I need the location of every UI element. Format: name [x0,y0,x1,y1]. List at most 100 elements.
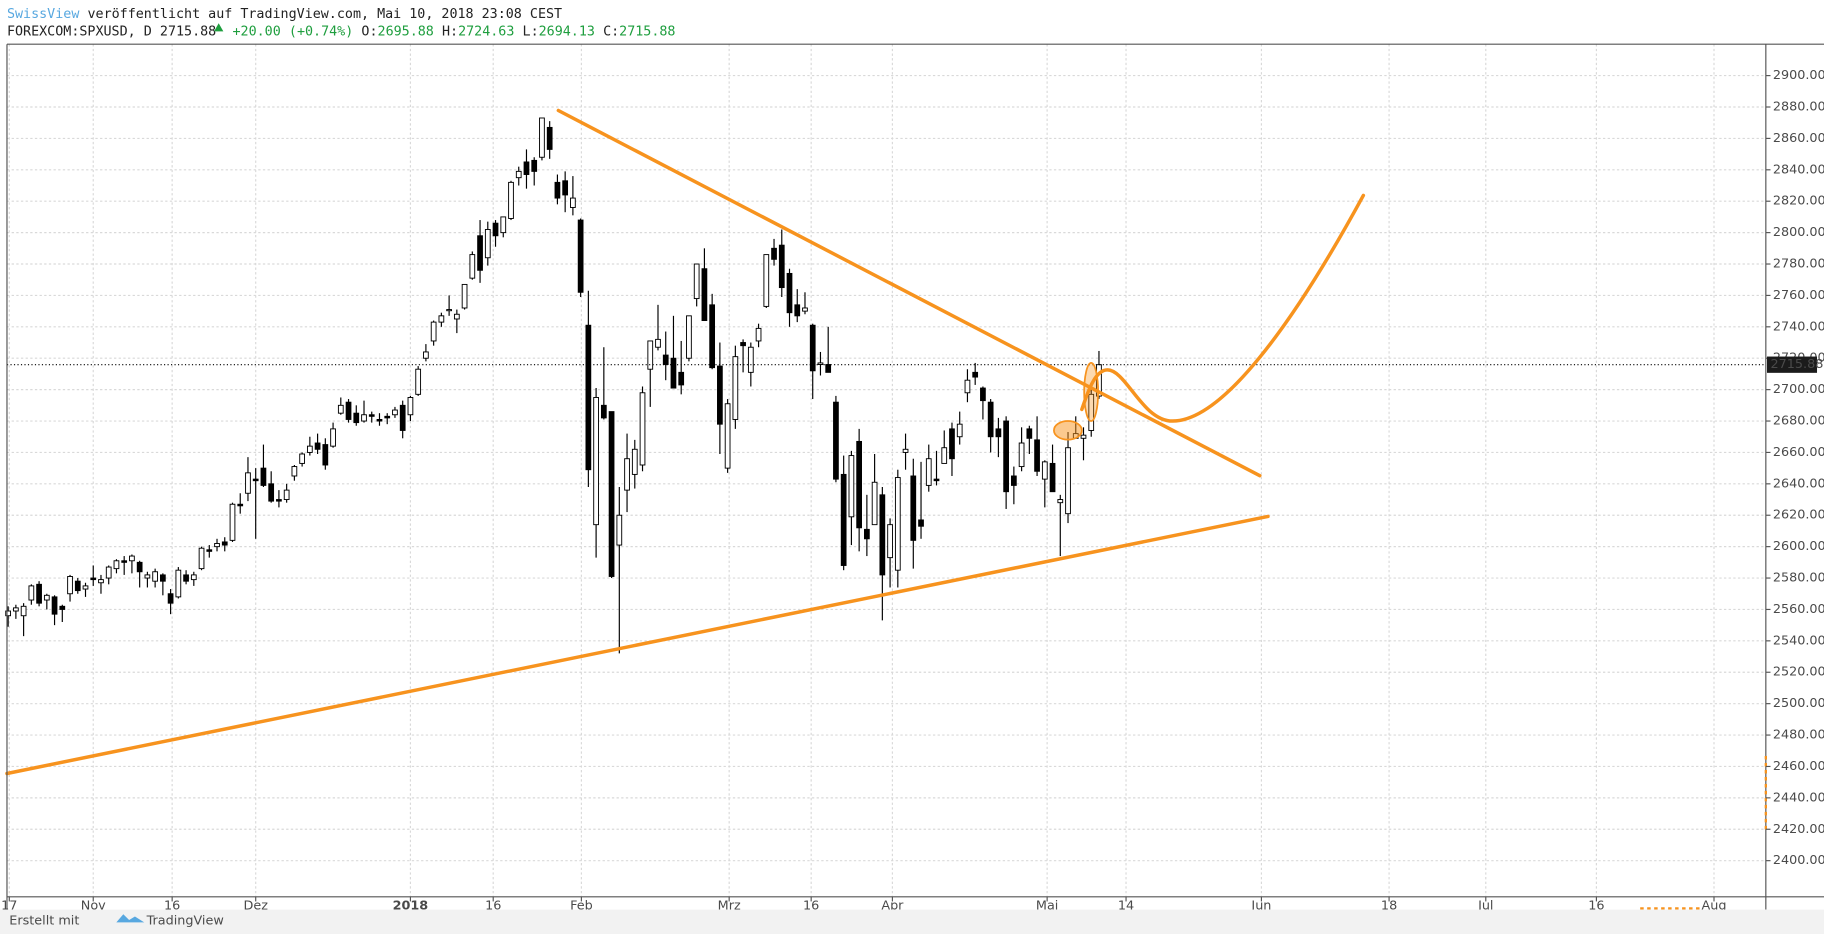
candle-body [508,181,514,219]
candle-body [260,467,267,486]
y-tick-label: 2880.00 [1773,100,1824,115]
up-arrow [214,23,224,32]
candle-body [252,478,259,482]
author[interactable]: SwissView [7,7,80,22]
candle-body [925,458,932,486]
candle-body [546,126,553,150]
candle-body [616,514,623,546]
trend-line[interactable] [556,108,1262,478]
candle-body [655,338,661,348]
candle-body [554,181,561,199]
candle-body [1065,447,1071,515]
candle-body [879,494,886,576]
candle-body [662,354,669,365]
candle-body [82,585,89,590]
ohlc-value: 2715.88 [619,24,675,39]
highlight-ellipse[interactable] [1083,362,1099,422]
candle-body [1080,434,1087,439]
candle-body [608,411,615,577]
candle-body [291,466,298,477]
candle-body [562,180,569,196]
candle-body [430,321,437,342]
candle-body [678,371,685,386]
candle-body [500,216,507,234]
ohlc-label: L: [523,24,539,39]
candle-body [407,397,414,416]
footer-bar [0,909,1824,934]
candle-body [13,607,19,612]
y-tick-label: 2640.00 [1773,476,1824,491]
candle-body [1034,439,1040,472]
candle-body [809,324,816,372]
symbol: FOREXCOM:SPXUSD, D [7,24,152,39]
candle-body [717,365,723,425]
footer-brand[interactable]: TradingView [146,914,224,929]
highlight-ellipse[interactable] [1053,420,1083,441]
candle-body [306,445,313,453]
candle-body [167,593,174,604]
candle-body [833,401,839,480]
plot-area [5,44,1766,897]
candle-body [902,448,909,453]
candle-body [221,541,228,546]
candle-body [724,403,731,469]
candle-body [786,272,793,314]
candle-body [446,309,452,312]
candle-body [74,580,81,592]
logo[interactable] [116,914,145,923]
candle-body [98,579,104,584]
candle-body [856,440,863,529]
candle-body [469,254,476,279]
candle-body [376,418,383,422]
candle-body [283,489,290,501]
candle-body [740,342,746,347]
candle-body [43,594,50,601]
candle-body [709,304,716,369]
candle-body [778,244,785,289]
candle-body [840,473,847,566]
y-tick-label: 2580.00 [1773,571,1824,586]
candle-body [51,596,58,615]
last-price-label: 2715.88 [1770,357,1823,372]
symbol-line: FOREXCOM:SPXUSD, D 2715.88 +20.00 (+0.74%) O… [7,24,676,39]
y-tick-label: 2500.00 [1773,696,1824,711]
candle-body [848,455,855,518]
candle-body [438,315,445,323]
candle-body [693,263,700,300]
candle-body [105,566,112,579]
y-tick-label: 2780.00 [1773,257,1824,272]
candle-body [1011,475,1017,486]
candle-body [949,428,955,460]
y-tick-label: 2560.00 [1773,602,1824,617]
candle-body [337,404,344,414]
candle-body [20,605,27,617]
candle-body [995,428,1002,438]
y-tick-label: 2400.00 [1773,853,1824,868]
trend-line[interactable] [5,514,1270,776]
candle-body [28,585,35,601]
candle-body [980,387,986,402]
candle-body [763,254,770,307]
candle-body [121,560,128,563]
candle-body [910,475,917,541]
candle-body [345,401,352,420]
y-tick-label: 2820.00 [1773,194,1824,209]
candle-body [129,555,135,562]
candle-body [539,117,545,158]
candle-body [423,351,429,359]
y-tick-label: 2540.00 [1773,633,1824,648]
candle-body [322,444,329,466]
candle-body [144,574,151,579]
candle-body [585,324,592,471]
candle-body [361,414,367,422]
y-tick-label: 2520.00 [1773,665,1824,680]
last-price: 2715.88 [160,24,216,39]
y-tick-label: 2740.00 [1773,319,1824,334]
projection-curve[interactable] [1080,193,1366,423]
ohlc-label: C: [603,24,619,39]
candle-body [577,219,584,293]
candle-body [794,304,801,317]
candle-body [515,170,522,179]
